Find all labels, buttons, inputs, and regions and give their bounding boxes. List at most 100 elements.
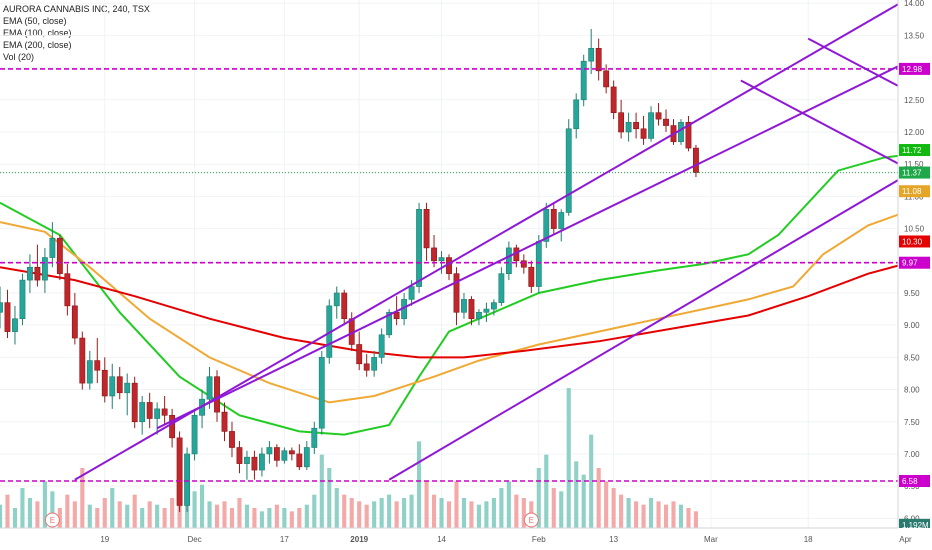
candle-body — [505, 247, 512, 274]
volume-bar — [12, 508, 18, 528]
indicator-ema50-label[interactable]: EMA (50, close) — [3, 16, 67, 26]
candle-body — [154, 408, 161, 419]
candle-body — [550, 208, 557, 229]
candle — [565, 119, 572, 216]
volume-bar — [65, 494, 70, 528]
candle — [453, 267, 460, 326]
candle-body — [618, 112, 625, 133]
candle-body — [573, 99, 580, 130]
price-tag-bg — [899, 62, 930, 75]
volume-bar — [259, 511, 264, 528]
ema-series — [0, 150, 932, 436]
trendline — [807, 37, 932, 105]
volume-bar — [192, 491, 197, 528]
candle — [685, 115, 692, 152]
candle-body — [79, 337, 86, 384]
candle-body — [288, 450, 295, 455]
candle-body — [535, 241, 542, 287]
candle — [341, 289, 348, 326]
candle — [678, 119, 684, 145]
candle-body — [251, 456, 258, 471]
candle-body — [27, 266, 33, 281]
indicator-ema100-label[interactable]: EMA (100, close) — [3, 28, 72, 38]
candle — [258, 447, 265, 477]
trendline — [740, 79, 932, 183]
candle — [416, 202, 422, 293]
candle — [498, 267, 505, 306]
candle-body — [633, 122, 640, 130]
candle — [303, 441, 310, 471]
volume-bar — [357, 501, 362, 528]
volume-bar — [237, 498, 242, 528]
candle — [221, 402, 228, 442]
candle — [505, 241, 512, 281]
candle — [378, 328, 385, 364]
volume-bar — [342, 494, 347, 528]
candle-body — [685, 122, 692, 149]
price-tag: 1.192M — [899, 518, 930, 531]
volume-bar — [634, 501, 639, 528]
candle — [318, 350, 325, 435]
price-tag-bg — [899, 185, 930, 198]
candle-body — [131, 382, 138, 423]
candle — [4, 289, 11, 339]
price-tag-label: 1.192M — [902, 521, 929, 530]
volume-bar — [199, 484, 205, 528]
earnings-event-icon[interactable]: E — [44, 512, 60, 528]
volume-bar — [57, 508, 62, 528]
volume-bar — [327, 468, 332, 528]
earnings-event-icon[interactable]: E — [523, 512, 539, 528]
candle — [333, 286, 340, 319]
candle — [476, 309, 482, 326]
volume-bar — [117, 501, 122, 528]
volume-bar — [469, 501, 474, 528]
event-label: E — [529, 516, 534, 525]
candle — [603, 64, 610, 94]
indicator-ema200-label[interactable]: EMA (200, close) — [3, 40, 72, 50]
volume-bar — [95, 508, 100, 528]
volume-bar — [514, 494, 519, 528]
candle-body — [169, 415, 176, 439]
volume-bar — [574, 461, 579, 528]
volume-bar — [551, 488, 556, 528]
candle — [610, 80, 617, 120]
candle-body — [678, 122, 684, 142]
candle — [154, 402, 161, 435]
candle-body — [468, 299, 475, 320]
candle — [146, 392, 153, 429]
price-axis: 6.006.507.007.508.008.509.009.5010.0010.… — [897, 0, 932, 550]
candle — [490, 299, 497, 316]
candle-body — [109, 376, 116, 397]
time-tick-label: Dec — [187, 535, 201, 544]
volume-bar — [20, 488, 25, 528]
candle-body — [64, 273, 71, 307]
candle — [588, 28, 595, 75]
price-tick-label: 9.00 — [904, 321, 920, 330]
candle-body — [386, 311, 393, 336]
volume-bar — [506, 481, 511, 528]
candle-body — [371, 357, 378, 371]
volume-bar — [394, 501, 399, 528]
volume-bar — [678, 504, 684, 528]
volume-bar — [656, 501, 661, 528]
candle — [27, 254, 33, 293]
event-circle — [523, 512, 539, 528]
candle-body — [41, 257, 48, 281]
indicator-volume-label[interactable]: Vol (20) — [3, 52, 35, 62]
candle-body — [0, 302, 3, 313]
event-circle — [44, 512, 60, 528]
price-tag-label: 12.98 — [902, 65, 923, 74]
candle-body — [453, 273, 460, 313]
price-tick-label: 12.50 — [904, 96, 925, 105]
candle — [176, 431, 183, 512]
volume-bar — [80, 468, 85, 528]
volume-bar — [379, 498, 384, 528]
price-tag: 11.37 — [899, 166, 930, 179]
price-tick-label: 12.00 — [904, 128, 925, 137]
candle — [595, 38, 602, 81]
candle-body — [431, 247, 437, 262]
volume-bar — [417, 441, 422, 528]
candle-body — [12, 318, 18, 332]
time-tick-label: 19 — [100, 535, 109, 544]
